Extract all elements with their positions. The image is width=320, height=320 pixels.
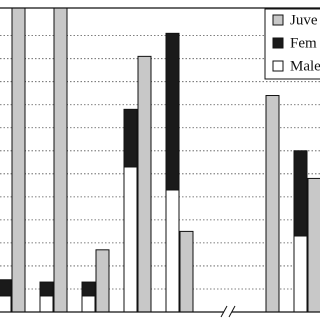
bar-segment (165, 189, 180, 312)
bar (95, 249, 110, 312)
bar (307, 177, 320, 312)
bar-segment (165, 32, 180, 191)
legend-swatch (272, 14, 284, 26)
legend-label: Juve (290, 12, 318, 28)
bar-segment (123, 166, 138, 312)
bar-segment (81, 281, 96, 297)
bar (11, 8, 26, 312)
bar-segment (0, 279, 12, 297)
legend-swatch (272, 37, 284, 49)
bars (0, 8, 320, 312)
bar-segment (123, 108, 138, 168)
legend-label: Male (290, 58, 320, 74)
bar-segment (39, 295, 54, 312)
bar-segment (293, 150, 308, 237)
bar-segment (0, 295, 12, 312)
bar (137, 55, 152, 312)
legend-label: Fem (290, 35, 317, 51)
bar (53, 8, 68, 312)
axis-break (220, 305, 236, 318)
bar (179, 230, 194, 312)
bar-segment (39, 281, 54, 297)
legend: Juve Fem Male (264, 8, 320, 80)
bar-segment (81, 295, 96, 312)
bar-segment (293, 235, 308, 312)
legend-swatch (272, 60, 284, 72)
bar (265, 95, 280, 312)
